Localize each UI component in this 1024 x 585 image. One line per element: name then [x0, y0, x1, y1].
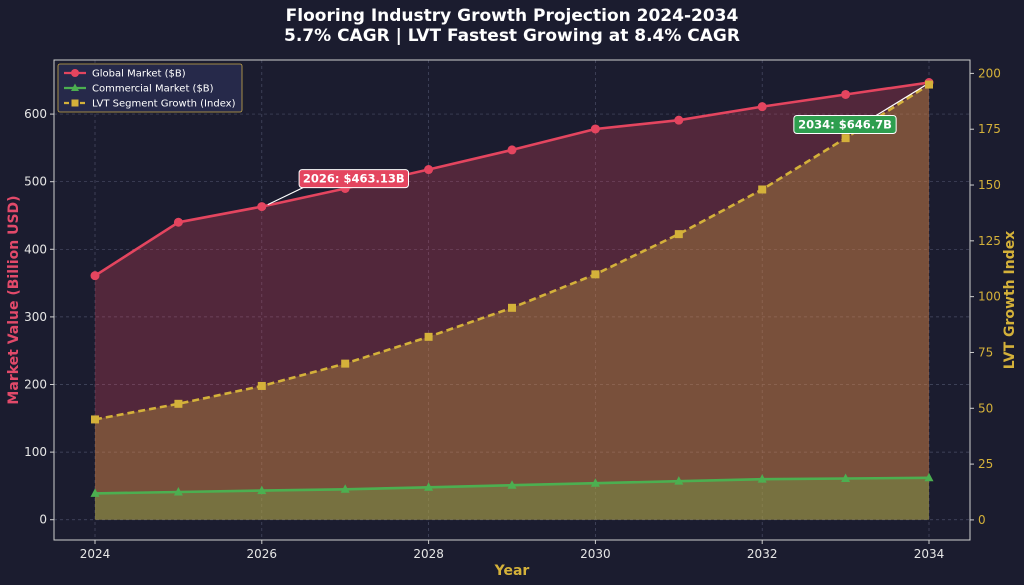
data-point	[590, 478, 600, 487]
annotation-box	[793, 115, 897, 135]
chart-title: Flooring Industry Growth Projection 2024…	[286, 6, 739, 26]
data-point	[91, 415, 99, 424]
data-point	[591, 270, 600, 279]
x-tick-label: 2028	[413, 547, 444, 561]
y-right-tick-label: 0	[978, 513, 986, 527]
y-right-tick-label: 100	[978, 290, 1001, 304]
data-point	[174, 399, 183, 408]
data-point	[424, 332, 433, 341]
data-point	[424, 165, 434, 175]
y-right-tick-label: 25	[978, 457, 993, 471]
data-point	[758, 185, 767, 194]
legend-marker	[71, 69, 79, 77]
data-point	[173, 217, 183, 227]
annotation-box	[298, 169, 410, 189]
x-tick-label: 2032	[747, 547, 778, 561]
y-left-tick-label: 600	[24, 107, 47, 121]
data-point	[257, 381, 266, 390]
legend-box	[57, 63, 243, 113]
chart-subtitle: 5.7% CAGR | LVT Fastest Growing at 8.4% …	[284, 26, 740, 46]
y-right-tick-label: 150	[978, 178, 1001, 192]
legend-label: LVT Segment Growth (Index)	[92, 99, 236, 110]
area-fill	[95, 477, 929, 520]
data-point	[757, 102, 767, 112]
data-point	[507, 145, 517, 155]
y-right-tick-label: 75	[978, 345, 993, 359]
plot-frame	[53, 59, 971, 541]
data-point	[757, 474, 767, 483]
annotation-label: 2026: $463.13B	[303, 172, 405, 186]
data-point	[508, 303, 516, 312]
area-fills	[95, 82, 929, 520]
y-axis-right-ticks: 0 25 50 75 100 125 150 175 200	[970, 66, 1001, 527]
area-fill	[95, 84, 929, 520]
annotations: 2026: $463.13B 2034: $646.7B	[267, 85, 926, 206]
y-right-tick-label: 50	[978, 401, 993, 415]
y-left-tick-label: 200	[24, 378, 47, 392]
legend-label: Global Market ($B)	[92, 69, 186, 80]
data-point	[507, 480, 517, 489]
data-point	[424, 482, 434, 491]
data-point	[257, 202, 267, 212]
legend-label: Commercial Market ($B)	[92, 84, 214, 95]
y-axis-left-ticks: 0 100 200 300 400 500 600	[24, 107, 54, 527]
y-left-tick-label: 400	[24, 242, 47, 256]
y-right-tick-label: 175	[978, 122, 1001, 136]
y-right-tick-label: 200	[978, 66, 1001, 80]
y-left-tick-label: 500	[24, 175, 47, 189]
data-point	[173, 487, 183, 496]
data-point	[90, 271, 100, 281]
data-point	[257, 485, 267, 495]
annotation-label: 2034: $646.7B	[798, 118, 892, 132]
x-axis-ticks: 2024 2026 2028 2030 2032 2034	[80, 540, 945, 561]
legend: Global Market ($B) Commercial Market ($B)…	[57, 63, 243, 113]
data-point	[90, 488, 100, 497]
data-point	[341, 359, 350, 368]
x-tick-label: 2024	[80, 547, 111, 561]
x-tick-label: 2034	[914, 547, 945, 561]
data-point	[841, 89, 851, 99]
legend-marker	[71, 83, 79, 91]
annotation-arrow	[267, 187, 304, 206]
annotation-arrow	[875, 85, 926, 117]
data-point	[674, 230, 683, 239]
x-tick-label: 2030	[580, 547, 611, 561]
y-left-tick-label: 0	[39, 513, 47, 527]
y-right-tick-label: 125	[978, 234, 1001, 248]
x-axis-label: Year	[494, 563, 530, 579]
data-point	[841, 134, 850, 143]
legend-marker	[71, 99, 79, 107]
y-left-tick-label: 300	[24, 310, 47, 324]
data-point	[841, 473, 851, 482]
area-fill	[95, 82, 929, 520]
data-point	[590, 124, 600, 134]
y-axis-left-label: Market Value (Billion USD)	[6, 195, 22, 404]
data-point	[674, 115, 684, 125]
data-point	[340, 484, 350, 493]
grid	[54, 60, 970, 540]
data-point	[674, 476, 684, 485]
data-point	[924, 472, 934, 482]
y-axis-right-label: LVT Growth Index	[1002, 231, 1018, 369]
data-point	[925, 80, 933, 89]
y-left-tick-label: 100	[24, 445, 47, 459]
x-tick-label: 2026	[247, 547, 278, 561]
